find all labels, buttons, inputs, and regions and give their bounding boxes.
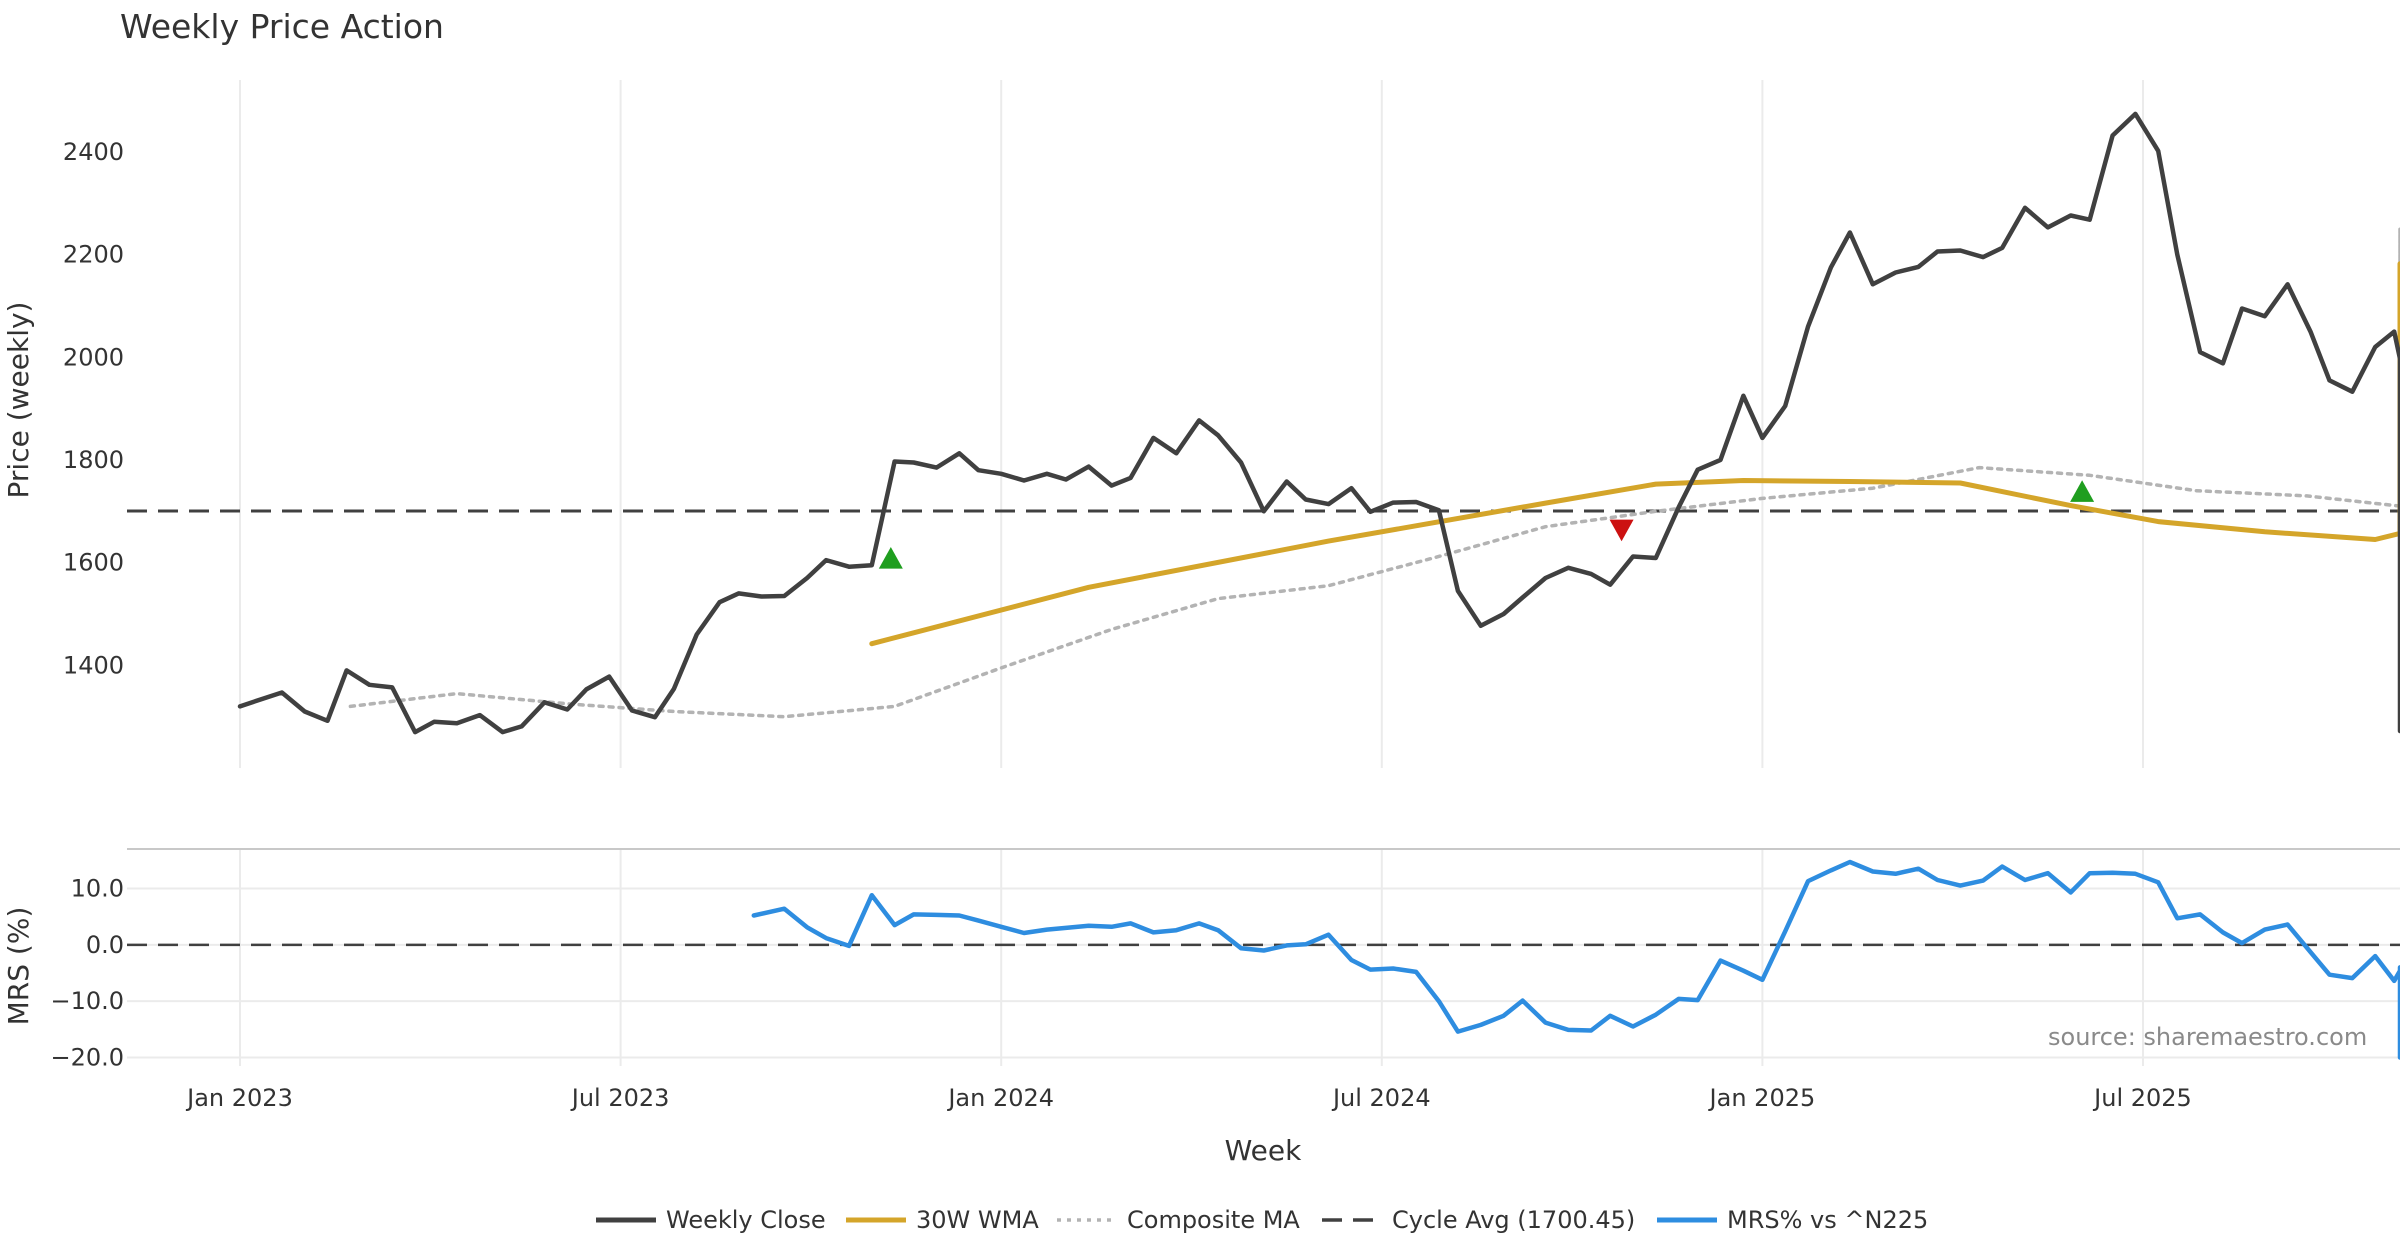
price-y-tick-label: 1400 [63, 651, 124, 679]
x-tick-label: Jul 2024 [1331, 1084, 1431, 1112]
price-y-axis-label: Price (weekly) [2, 302, 35, 499]
x-tick-label: Jul 2025 [2092, 1084, 2192, 1112]
x-tick-label: Jan 2025 [1708, 1084, 1816, 1112]
price-y-tick-label: 2400 [63, 138, 124, 166]
legend-label-close: Weekly Close [666, 1206, 826, 1234]
mrs-y-axis-ticks: 10.0 0.0 −10.0 −20.0 [50, 874, 124, 1071]
chart-legend: Weekly Close 30W WMA Composite MA Cycle Avg… [596, 1206, 1928, 1234]
sell-signal-marker [1609, 519, 1634, 542]
price-y-tick-label: 1800 [63, 446, 124, 474]
mrs-line [751, 859, 2400, 1060]
signal-markers [878, 480, 2095, 569]
legend-label-mrs: MRS% vs ^N225 [1727, 1206, 1928, 1234]
price-panel-grid [239, 80, 2144, 768]
mrs-y-tick-label: 10.0 [71, 874, 124, 902]
price-y-tick-label: 2200 [63, 241, 124, 269]
source-watermark: source: sharemaestro.com [2048, 1023, 2367, 1051]
legend-label-wma: 30W WMA [916, 1206, 1039, 1234]
price-y-axis-ticks: 1400 1600 1800 2000 2200 2400 [63, 138, 124, 679]
legend-label-composite: Composite MA [1127, 1206, 1300, 1234]
x-axis-label: Week [1225, 1134, 1302, 1167]
composite-ma-line [348, 227, 2400, 719]
mrs-y-tick-label: −10.0 [50, 987, 124, 1015]
wma-30w-line [869, 261, 2400, 647]
mrs-y-axis-label: MRS (%) [2, 907, 35, 1026]
weekly-close-line [237, 111, 2400, 735]
x-tick-label: Jan 2023 [185, 1084, 293, 1112]
price-y-tick-label: 1600 [63, 549, 124, 577]
x-tick-label: Jul 2023 [570, 1084, 670, 1112]
x-tick-label: Jan 2024 [946, 1084, 1054, 1112]
price-y-tick-label: 2000 [63, 343, 124, 371]
chart-title: Weekly Price Action [120, 7, 444, 46]
mrs-y-tick-label: −20.0 [50, 1044, 124, 1072]
mrs-y-tick-label: 0.0 [86, 931, 124, 959]
buy-signal-marker [878, 547, 903, 569]
x-axis-ticks: Jan 2023 Jul 2023 Jan 2024 Jul 2024 Jan 2025… [185, 1084, 2192, 1112]
legend-label-cycle: Cycle Avg (1700.45) [1392, 1206, 1635, 1234]
buy-signal-marker [2070, 480, 2095, 502]
